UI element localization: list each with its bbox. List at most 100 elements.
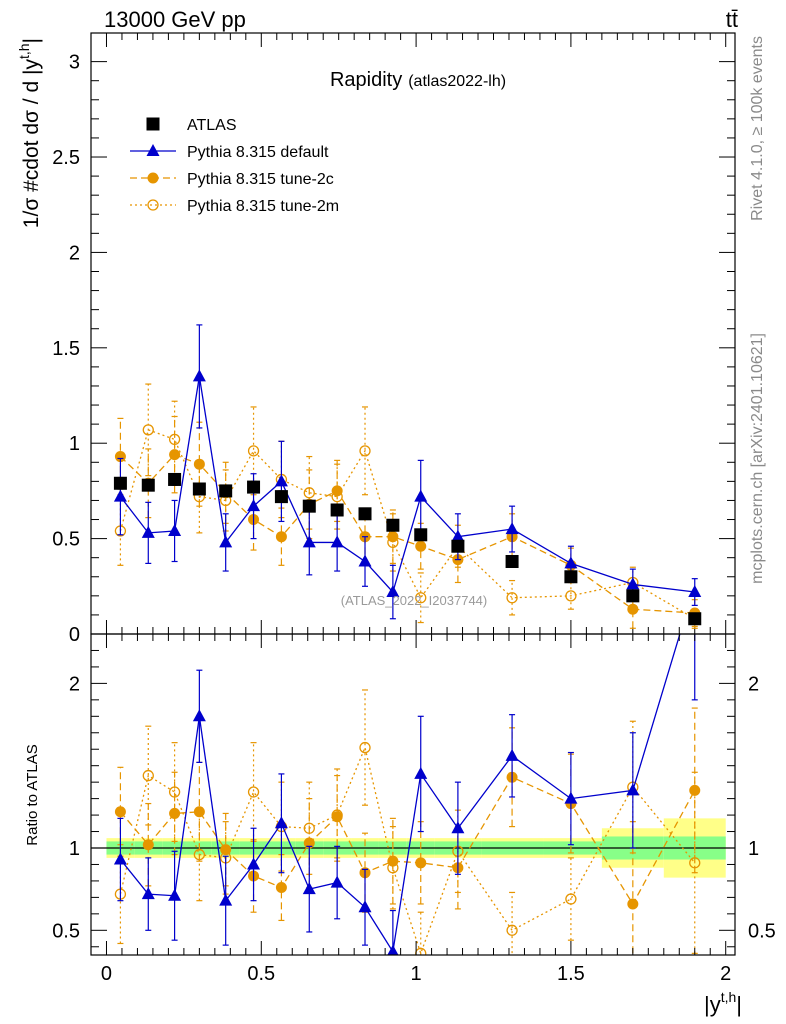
ratio-tune2c-point bbox=[331, 811, 343, 823]
ratio-tune2m-point bbox=[565, 893, 577, 905]
main-default-point bbox=[505, 522, 519, 535]
main-default-point bbox=[358, 554, 372, 567]
axis-label-tail: | bbox=[736, 992, 742, 1017]
ratio-tune2c-point bbox=[142, 839, 154, 851]
main-atlas-point bbox=[168, 472, 182, 486]
ratio-tune2m-point bbox=[506, 924, 518, 936]
ratio-tune2c-point bbox=[169, 807, 181, 819]
main-y-tick-label: 2.5 bbox=[52, 147, 80, 169]
main-default-point bbox=[626, 577, 640, 590]
main-default-line bbox=[119, 376, 695, 594]
ratio-default-point bbox=[564, 791, 578, 804]
main-atlas-point bbox=[505, 554, 519, 568]
ratio-tune2c-point bbox=[275, 882, 287, 894]
main-default-point bbox=[141, 525, 155, 538]
ratio-y-tick-label: 1 bbox=[69, 838, 80, 860]
ratio-tune2c-point bbox=[627, 898, 639, 910]
chart-title: Rapidity bbox=[330, 69, 402, 91]
ratio-default-point bbox=[141, 887, 155, 900]
main-tune2c-point bbox=[169, 449, 181, 461]
main-y-tick-label: 0 bbox=[69, 624, 80, 646]
main-tune2c-point bbox=[331, 485, 343, 497]
main-y-tick-label: 1 bbox=[69, 433, 80, 455]
main-atlas-point bbox=[626, 589, 640, 603]
main-default-point bbox=[564, 556, 578, 569]
ratio-y-ticks: 0.5 0.5 1 1 2 2 bbox=[52, 649, 776, 948]
main-tune2m-line bbox=[119, 429, 696, 620]
main-tune2c-point bbox=[415, 540, 427, 552]
main-default-point bbox=[688, 585, 702, 598]
ratio-default-point bbox=[113, 852, 127, 865]
main-atlas-point bbox=[386, 518, 400, 532]
legend: ATLAS Pythia 8.315 default Pythia 8.315 tu… bbox=[130, 117, 339, 215]
chart-subtitle: (atlas2022-lh) bbox=[408, 73, 506, 90]
ratio-y-tick-label: 2 bbox=[69, 673, 80, 695]
x-tick-label: 0 bbox=[101, 963, 112, 985]
main-tune2m-point bbox=[142, 424, 154, 436]
main-x-ticks bbox=[105, 33, 727, 634]
ratio-y-tick-label-right: 0.5 bbox=[748, 920, 776, 942]
main-series bbox=[113, 324, 702, 629]
axis-label-base: 1/σ #cdot dσ / d |y bbox=[20, 59, 43, 229]
ratio-tune2c-point bbox=[193, 806, 205, 818]
ratio-default-point bbox=[451, 821, 465, 834]
legend-tune2c-marker bbox=[147, 172, 159, 184]
ratio-series bbox=[113, 634, 701, 955]
main-atlas-point bbox=[414, 528, 428, 542]
x-tick-label: 2 bbox=[720, 963, 731, 985]
main-y-tick-label: 3 bbox=[69, 52, 80, 74]
main-tune2c-point bbox=[275, 531, 287, 543]
main-y-axis-label: 1/σ #cdot dσ / d |yt,h| bbox=[16, 38, 43, 228]
main-y-tick-label: 0.5 bbox=[52, 529, 80, 551]
axis-label-superscript: t,h bbox=[721, 989, 737, 1005]
ratio-y-axis-label: Ratio to ATLAS bbox=[24, 744, 41, 845]
ratio-y-tick-label-right: 1 bbox=[748, 838, 759, 860]
main-atlas-point bbox=[358, 507, 372, 521]
main-atlas-point bbox=[219, 484, 233, 498]
legend-atlas-label: ATLAS bbox=[187, 117, 237, 134]
main-atlas-point bbox=[302, 499, 316, 513]
legend-tune2c-label: Pythia 8.315 tune-2c bbox=[187, 171, 334, 188]
ratio-tune2m-point bbox=[247, 786, 260, 798]
main-tune2c-line bbox=[119, 453, 695, 614]
watermark: (ATLAS_2022_I2037744) bbox=[341, 593, 487, 608]
ratio-tune2c-point bbox=[415, 857, 427, 869]
ratio-default-point bbox=[626, 783, 640, 796]
ratio-tune2m-point bbox=[142, 769, 154, 782]
ratio-y-tick-label: 0.5 bbox=[52, 920, 80, 942]
ratio-default-point bbox=[168, 888, 182, 901]
main-default-point bbox=[168, 523, 182, 536]
ratio-panel: 0.5 0.5 1 1 2 2 0 0.5 1 1.5 2 Ratio to ATLAS |yt,… bbox=[24, 633, 776, 1017]
main-default-point bbox=[451, 529, 465, 542]
legend-atlas-marker bbox=[146, 117, 160, 131]
process-label: tt̄ bbox=[726, 7, 738, 32]
legend-tune2m-marker bbox=[147, 199, 159, 211]
ratio-default-point bbox=[330, 875, 344, 888]
ratio-tune2m-point bbox=[303, 822, 315, 834]
ratio-tune2c-point bbox=[689, 784, 701, 796]
ratio-default-point bbox=[302, 882, 316, 895]
main-tune2c-point bbox=[387, 531, 399, 543]
x-tick-label: 1 bbox=[411, 963, 422, 985]
main-tune2m-point bbox=[415, 592, 427, 604]
main-atlas-point bbox=[113, 476, 127, 490]
legend-default-marker bbox=[146, 144, 160, 156]
axis-label-superscript: t,h bbox=[16, 43, 32, 59]
ratio-default-point bbox=[247, 857, 261, 870]
ratio-default-point bbox=[192, 709, 206, 722]
main-atlas-point bbox=[247, 480, 261, 494]
main-y-ticks: 0 0.5 1 1.5 2 2.5 3 bbox=[52, 52, 735, 646]
ratio-default-point bbox=[505, 748, 519, 761]
ratio-default-point bbox=[274, 816, 288, 829]
main-tune2c-point bbox=[114, 451, 126, 463]
ratio-tune2m-point bbox=[359, 741, 371, 754]
ratio-tune2c-point bbox=[220, 844, 232, 856]
x-tick-label: 1.5 bbox=[557, 963, 585, 985]
ratio-tune2c-point bbox=[387, 855, 399, 867]
legend-default-label: Pythia 8.315 default bbox=[187, 144, 329, 161]
main-atlas-point bbox=[192, 482, 206, 496]
main-default-point bbox=[330, 535, 344, 548]
main-atlas-point bbox=[274, 490, 288, 504]
ratio-x-ticks: 0 0.5 1 1.5 2 bbox=[101, 634, 731, 985]
